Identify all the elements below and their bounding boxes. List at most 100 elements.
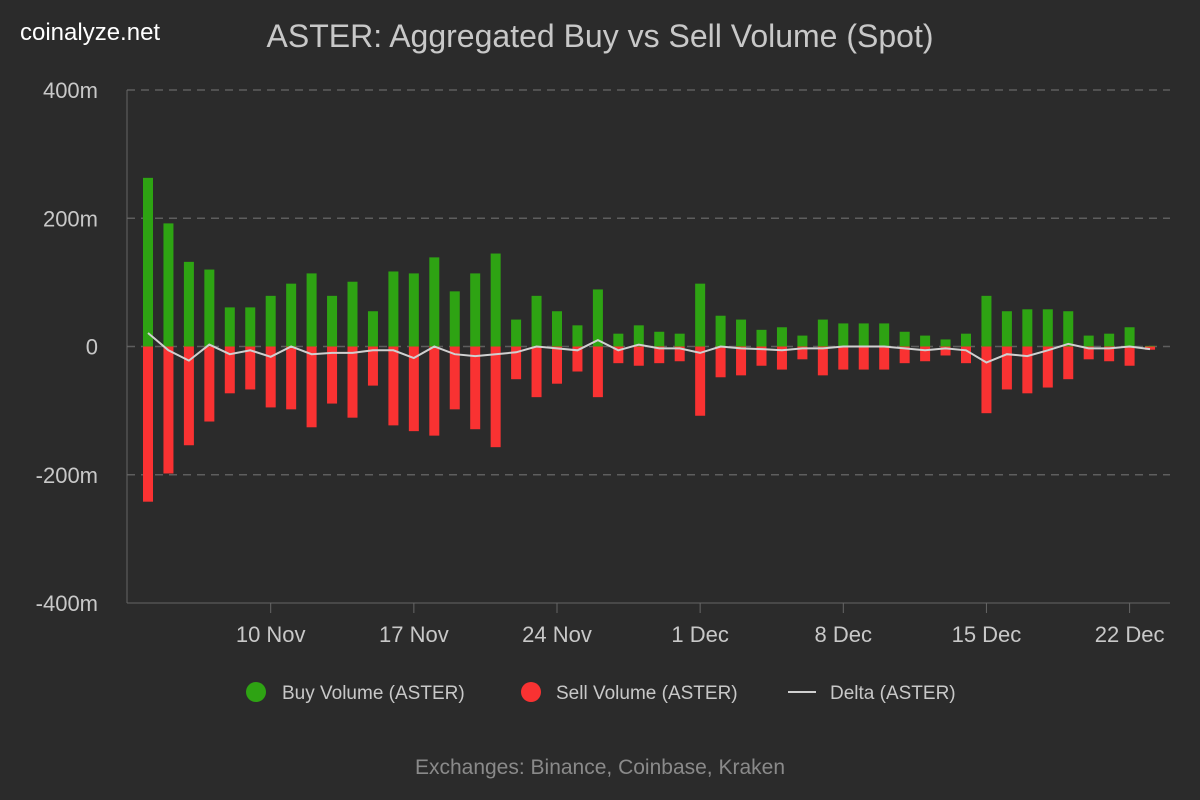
buy-bar[interactable] xyxy=(776,327,787,347)
brand-logo[interactable]: coinalyze.net xyxy=(20,19,160,46)
buy-bar[interactable] xyxy=(572,325,583,347)
sell-bar[interactable] xyxy=(265,346,276,408)
sell-bar[interactable] xyxy=(224,346,235,394)
sell-bar[interactable] xyxy=(552,346,562,384)
sell-bar[interactable] xyxy=(920,346,931,362)
buy-bar[interactable] xyxy=(531,295,542,347)
buy-bar[interactable] xyxy=(858,323,869,347)
buy-bar[interactable] xyxy=(633,325,644,347)
buy-bar[interactable] xyxy=(286,283,297,347)
buy-bar[interactable] xyxy=(1001,311,1012,347)
sell-bar[interactable] xyxy=(286,346,297,410)
buy-bar[interactable] xyxy=(224,307,235,347)
sell-bar[interactable] xyxy=(449,346,460,410)
buy-bar[interactable] xyxy=(1104,333,1115,347)
buy-bar[interactable] xyxy=(1042,309,1053,347)
buy-bar[interactable] xyxy=(204,269,215,347)
buy-bar[interactable] xyxy=(879,323,890,347)
buy-bar[interactable] xyxy=(715,315,726,347)
buy-bar[interactable] xyxy=(408,273,419,347)
sell-bar[interactable] xyxy=(961,346,971,364)
sell-bar[interactable] xyxy=(1022,346,1033,394)
sell-bar[interactable] xyxy=(388,346,399,426)
buy-bar[interactable] xyxy=(1145,345,1156,347)
sell-bar[interactable] xyxy=(756,346,767,366)
sell-bar[interactable] xyxy=(715,346,726,378)
buy-bar[interactable] xyxy=(797,335,808,347)
sell-bar[interactable] xyxy=(143,346,153,502)
sell-bar[interactable] xyxy=(613,346,624,364)
buy-bar[interactable] xyxy=(838,323,849,347)
buy-bar[interactable] xyxy=(347,281,358,347)
buy-bar[interactable] xyxy=(674,333,685,347)
sell-bar[interactable] xyxy=(776,346,787,370)
buy-bar[interactable] xyxy=(899,331,910,347)
buy-bar[interactable] xyxy=(736,319,747,347)
sell-bar[interactable] xyxy=(981,346,992,414)
buy-bar[interactable] xyxy=(163,223,174,347)
buy-bar[interactable] xyxy=(1022,309,1033,347)
buy-bar[interactable] xyxy=(756,329,767,347)
sell-bar[interactable] xyxy=(1124,346,1135,366)
sell-bar[interactable] xyxy=(245,346,256,390)
sell-bar[interactable] xyxy=(1063,346,1074,380)
sell-bar[interactable] xyxy=(654,346,665,364)
sell-bar[interactable] xyxy=(306,346,317,428)
sell-bar[interactable] xyxy=(429,346,440,436)
buy-bar[interactable] xyxy=(388,271,399,347)
buy-bar[interactable] xyxy=(817,319,828,347)
sell-bar[interactable] xyxy=(592,346,603,398)
sell-bar[interactable] xyxy=(204,346,215,422)
buy-bar[interactable] xyxy=(695,283,706,347)
sell-bar[interactable] xyxy=(899,346,910,364)
sell-bar[interactable] xyxy=(1001,346,1012,390)
sell-bar[interactable] xyxy=(327,346,338,404)
buy-bar[interactable] xyxy=(961,333,971,347)
sell-bar[interactable] xyxy=(572,346,583,372)
sell-bar[interactable] xyxy=(531,346,542,398)
buy-bar[interactable] xyxy=(265,295,276,347)
sell-bar[interactable] xyxy=(1083,346,1094,360)
sell-bar[interactable] xyxy=(183,346,194,446)
buy-bar[interactable] xyxy=(183,261,194,347)
sell-bar[interactable] xyxy=(633,346,644,366)
buy-bar[interactable] xyxy=(429,257,440,347)
sell-bar[interactable] xyxy=(797,346,808,360)
sell-bar[interactable] xyxy=(695,346,706,416)
buy-bar[interactable] xyxy=(367,311,378,347)
buy-bar[interactable] xyxy=(654,331,665,347)
sell-bar[interactable] xyxy=(163,346,174,474)
sell-bar[interactable] xyxy=(817,346,828,376)
buy-bar[interactable] xyxy=(306,273,317,347)
buy-bar[interactable] xyxy=(470,273,481,347)
sell-bar[interactable] xyxy=(879,346,890,370)
buy-bar[interactable] xyxy=(592,289,603,347)
buy-bar[interactable] xyxy=(327,295,338,347)
sell-bar[interactable] xyxy=(674,346,685,362)
buy-bar[interactable] xyxy=(511,319,522,347)
sell-bar[interactable] xyxy=(347,346,358,418)
sell-bar[interactable] xyxy=(838,346,849,370)
sell-bar[interactable] xyxy=(858,346,869,370)
sell-bar[interactable] xyxy=(367,346,378,386)
sell-bar[interactable] xyxy=(736,346,747,376)
sell-bar[interactable] xyxy=(511,346,522,380)
buy-bar[interactable] xyxy=(940,339,951,347)
buy-bar[interactable] xyxy=(552,311,562,347)
legend-item-buy[interactable]: Buy Volume (ASTER) xyxy=(246,682,465,704)
delta-line[interactable] xyxy=(147,332,1151,364)
sell-bar[interactable] xyxy=(490,346,501,448)
buy-bar[interactable] xyxy=(245,307,256,347)
legend-item-delta[interactable]: Delta (ASTER) xyxy=(788,683,956,704)
legend-item-sell[interactable]: Sell Volume (ASTER) xyxy=(521,682,738,704)
sell-bar[interactable] xyxy=(1042,346,1053,388)
sell-bar[interactable] xyxy=(470,346,481,430)
buy-bar[interactable] xyxy=(1063,311,1074,347)
buy-bar[interactable] xyxy=(449,291,460,347)
buy-bar[interactable] xyxy=(490,253,501,347)
sell-bar[interactable] xyxy=(408,346,419,432)
buy-bar[interactable] xyxy=(1124,327,1135,347)
buy-bar[interactable] xyxy=(981,295,992,347)
buy-bar[interactable] xyxy=(143,177,153,347)
buy-bar[interactable] xyxy=(1083,335,1094,347)
